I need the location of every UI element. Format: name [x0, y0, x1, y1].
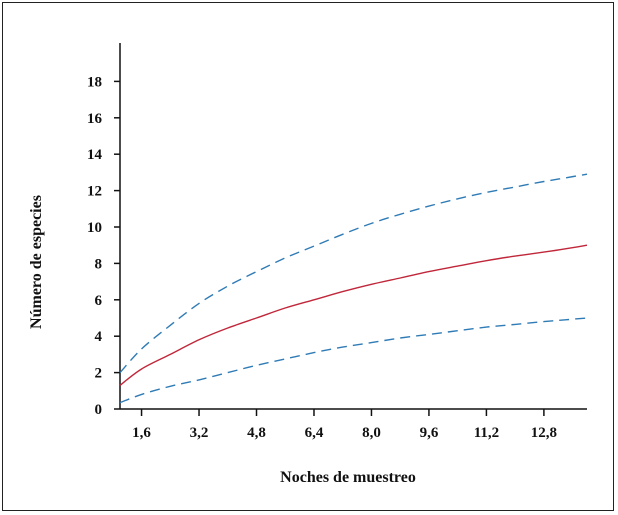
x-tick-label: 11,2: [474, 425, 499, 441]
y-axis-title: Número de especies: [28, 195, 45, 329]
x-tick-label: 12,8: [531, 425, 557, 441]
chart-frame: 0 2 4 6 8 10 12 14 16 18 1,6 3,2 4,8 6,4 8,0 9,6 11,2 12…: [2, 2, 614, 511]
y-tick-label: 12: [87, 184, 102, 200]
y-tick-label: 6: [95, 293, 103, 309]
series-layer: [119, 173, 588, 404]
x-tick-label: 6,4: [305, 425, 324, 441]
confidence-bound-line-2: [119, 317, 588, 404]
x-tick-label: 3,2: [190, 425, 209, 441]
line-chart: 0 2 4 6 8 10 12 14 16 18 1,6 3,2 4,8 6,4 8,0 9,6 11,2 12…: [28, 43, 588, 486]
y-tick-label: 18: [87, 74, 102, 90]
x-tick-label: 8,0: [362, 425, 381, 441]
y-tick-label: 2: [95, 366, 103, 382]
y-tick-label: 0: [95, 402, 103, 418]
y-tick-label: 4: [95, 329, 103, 345]
x-tick-label: 1,6: [132, 425, 151, 441]
x-tick-label: 4,8: [247, 425, 266, 441]
axes: [119, 43, 587, 410]
x-axis-title: Noches de muestreo: [280, 469, 416, 486]
y-tick-label: 10: [87, 220, 102, 236]
y-tick-label: 16: [87, 111, 103, 127]
y-tick-label: 14: [87, 147, 103, 163]
accumulation-curve-line: [119, 244, 588, 386]
x-tick-label: 9,6: [420, 425, 439, 441]
confidence-bound-line-1: [119, 173, 588, 374]
y-ticks: 0 2 4 6 8 10 12 14 16 18: [87, 74, 120, 418]
y-tick-label: 8: [95, 256, 103, 272]
x-ticks: 1,6 3,2 4,8 6,4 8,0 9,6 11,2 12,8: [132, 409, 557, 441]
